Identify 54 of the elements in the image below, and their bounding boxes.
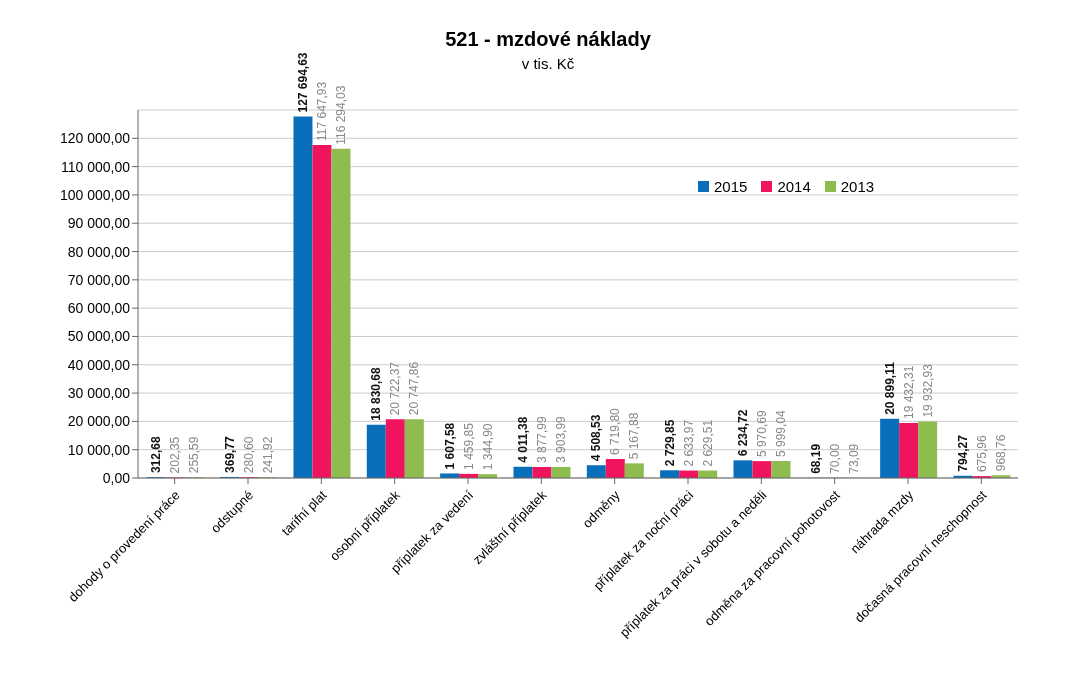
y-tick-label: 100 000,00	[59, 186, 131, 203]
y-tick-label: 10 000,00	[67, 441, 131, 458]
data-label: 2 629,51	[700, 419, 715, 467]
data-label: 675,96	[974, 435, 989, 473]
legend-label: 2014	[777, 178, 811, 195]
data-label: 18 830,68	[369, 366, 384, 421]
data-label: 968,76	[993, 434, 1008, 472]
data-label: 794,27	[955, 434, 970, 472]
data-label: 116 294,03	[333, 85, 348, 145]
data-label: 20 722,37	[388, 361, 403, 416]
data-label: 5 999,04	[773, 409, 788, 458]
data-label: 4 508,53	[589, 414, 604, 462]
data-label: 2 633,97	[681, 419, 696, 467]
y-tick-label: 40 000,00	[67, 356, 131, 373]
data-label: 1 607,58	[442, 422, 457, 470]
y-tick-label: 90 000,00	[67, 215, 131, 232]
y-tick-label: 0,00	[102, 469, 131, 486]
y-tick-label: 20 000,00	[67, 413, 131, 430]
y-tick-label: 120 000,00	[59, 130, 131, 147]
data-label: 312,68	[149, 436, 164, 474]
chart-subtitle: v tis. Kč	[521, 55, 575, 72]
data-label: 20 747,86	[407, 361, 422, 416]
data-label: 202,35	[168, 436, 183, 474]
data-label: 1 344,90	[480, 423, 495, 471]
data-label: 6 719,80	[608, 407, 623, 455]
legend-label: 2015	[714, 178, 748, 195]
data-label: 5 970,69	[754, 410, 769, 458]
data-label: 3 877,99	[534, 415, 549, 464]
y-tick-label: 30 000,00	[67, 385, 131, 402]
data-label: 20 899,11	[882, 361, 897, 415]
y-tick-label: 110 000,00	[60, 158, 131, 175]
legend-label: 2013	[840, 178, 875, 195]
y-tick-label: 70 000,00	[67, 271, 131, 288]
y-tick-label: 80 000,00	[67, 243, 131, 260]
data-label: 5 167,88	[627, 412, 642, 460]
data-label: 4 011,38	[515, 416, 530, 463]
data-label: 70,00	[828, 443, 843, 474]
data-label: 117 647,93	[314, 81, 329, 141]
data-label: 19 432,31	[901, 365, 916, 419]
data-label: 241,92	[260, 436, 275, 474]
data-label: 73,09	[847, 443, 862, 474]
data-label: 3 903,99	[553, 415, 568, 463]
y-tick-label: 50 000,00	[67, 328, 131, 345]
data-label: 68,19	[809, 443, 824, 474]
data-label: 280,60	[241, 436, 256, 474]
data-label: 255,59	[187, 436, 202, 474]
chart-title: 521 - mzdové náklady	[444, 28, 652, 51]
data-label: 127 694,63	[295, 52, 310, 113]
y-tick-label: 60 000,00	[67, 300, 131, 317]
data-label: 6 234,72	[735, 409, 750, 457]
data-label: 19 932,93	[920, 363, 935, 418]
data-label: 369,77	[222, 435, 237, 473]
data-label: 2 729,85	[662, 419, 677, 467]
data-label: 1 459,85	[461, 422, 476, 470]
